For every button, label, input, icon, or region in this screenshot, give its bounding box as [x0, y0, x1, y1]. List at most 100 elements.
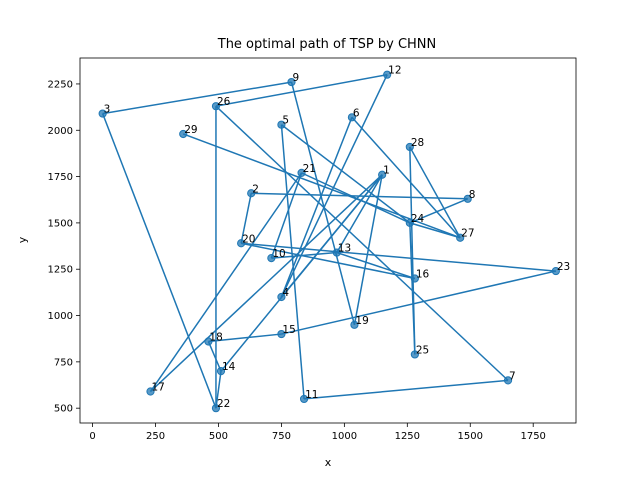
x-tick-label-1250: 1250 — [395, 431, 420, 442]
city-point-7 — [503, 376, 513, 385]
path-lines — [101, 73, 557, 409]
path-segment-15-23 — [281, 270, 557, 335]
city-label-13: 13 — [338, 243, 351, 255]
x-axis-ticks: 0 250 500 750 1000 1250 1500 1750 — [89, 423, 546, 442]
city-label-12: 12 — [388, 65, 401, 77]
chart-title: The optimal path of TSP by CHNN — [217, 37, 437, 52]
city-label-18: 18 — [209, 331, 222, 343]
city-label-20: 20 — [242, 233, 255, 245]
city-point-22 — [211, 404, 221, 413]
city-label-9: 9 — [292, 72, 299, 84]
path-segment-3-22 — [101, 113, 217, 409]
city-point-25 — [410, 350, 419, 359]
city-label-15: 15 — [282, 324, 295, 336]
city-point-21 — [297, 168, 306, 177]
city-labels: 1234567891011121314151617181920212223242… — [104, 65, 571, 411]
path-segment-2-8 — [251, 192, 468, 200]
city-label-1: 1 — [383, 165, 390, 177]
path-segment-19-9 — [290, 81, 356, 325]
path-segment-27-28 — [409, 146, 461, 239]
path-segment-2-20 — [240, 193, 252, 244]
y-tick-label-2250: 2250 — [48, 79, 73, 90]
path-segment-20-16 — [240, 242, 416, 280]
y-tick-label-500: 500 — [54, 404, 73, 415]
path-segment-11-5 — [280, 124, 305, 399]
y-axis-ticks: 500 750 1000 1250 1500 1750 2000 2250 — [48, 79, 80, 415]
city-point-14 — [216, 367, 226, 376]
path-segment-5-24 — [280, 124, 411, 224]
city-point-8 — [463, 194, 472, 203]
path-segment-1-19 — [353, 174, 383, 325]
city-point-18 — [204, 337, 213, 346]
path-segment-21-17 — [149, 172, 303, 392]
path-segment-23-20 — [241, 242, 556, 272]
city-point-1 — [378, 170, 387, 179]
city-label-25: 25 — [416, 344, 429, 356]
path-segment-7-11 — [304, 379, 509, 400]
x-tick-label-500: 500 — [209, 431, 228, 442]
city-point-5 — [277, 120, 286, 129]
city-point-9 — [287, 77, 296, 87]
path-segment-26-12 — [215, 73, 388, 107]
path-segment-10-21 — [270, 172, 303, 259]
city-label-17: 17 — [151, 382, 164, 394]
city-point-24 — [405, 218, 414, 227]
path-segment-24-21 — [301, 172, 411, 224]
city-point-17 — [146, 387, 155, 396]
city-point-20 — [237, 239, 246, 248]
city-point-16 — [410, 274, 419, 283]
city-point-29 — [179, 129, 188, 139]
city-label-27: 27 — [461, 228, 474, 240]
city-label-23: 23 — [557, 261, 570, 273]
path-segment-9-3 — [102, 81, 292, 115]
city-point-27 — [456, 233, 465, 242]
city-point-3 — [98, 109, 107, 118]
city-label-5: 5 — [282, 115, 289, 127]
city-point-23 — [551, 266, 560, 276]
x-tick-label-750: 750 — [272, 431, 291, 442]
city-label-11: 11 — [305, 389, 318, 401]
city-label-4: 4 — [282, 287, 289, 299]
city-label-14: 14 — [222, 361, 236, 373]
path-segment-24-27 — [409, 222, 461, 239]
city-label-8: 8 — [469, 189, 476, 201]
y-tick-label-1250: 1250 — [48, 265, 73, 276]
city-point-10 — [267, 254, 276, 263]
x-tick-label-1500: 1500 — [458, 431, 483, 442]
x-tick-label-250: 250 — [146, 431, 165, 442]
city-label-19: 19 — [355, 315, 368, 327]
path-segment-13-10 — [271, 251, 337, 259]
y-tick-label-1500: 1500 — [48, 218, 73, 229]
city-point-2 — [247, 189, 256, 198]
path-segment-18-14 — [207, 341, 222, 372]
path-segment-26-7 — [215, 105, 509, 381]
city-label-24: 24 — [411, 213, 425, 225]
y-axis-title: y — [16, 236, 29, 243]
path-segment-4-6 — [280, 117, 353, 298]
path-segment-22-14 — [215, 371, 222, 409]
x-tick-label-1000: 1000 — [332, 431, 357, 442]
city-label-28: 28 — [411, 137, 424, 149]
path-segment-18-15 — [208, 333, 282, 343]
city-point-12 — [383, 70, 392, 79]
x-axis-title: x — [325, 456, 332, 469]
plot-frame — [79, 57, 577, 424]
city-points — [98, 70, 560, 413]
city-label-2: 2 — [252, 183, 259, 195]
path-segment-25-24 — [409, 222, 416, 355]
city-label-7: 7 — [509, 370, 516, 382]
path-segment-17-1 — [149, 174, 383, 393]
city-point-13 — [332, 248, 341, 257]
x-tick-label-0: 0 — [89, 431, 95, 442]
city-point-28 — [405, 142, 414, 152]
city-point-26 — [211, 102, 221, 111]
y-tick-label-1000: 1000 — [48, 311, 73, 322]
path-segment-8-24 — [409, 198, 469, 224]
city-point-19 — [350, 320, 359, 329]
city-label-21: 21 — [303, 163, 316, 175]
y-tick-label-2000: 2000 — [48, 126, 73, 137]
city-label-22: 22 — [217, 398, 230, 410]
x-tick-label-1750: 1750 — [520, 431, 545, 442]
path-segment-12-4 — [280, 74, 388, 298]
